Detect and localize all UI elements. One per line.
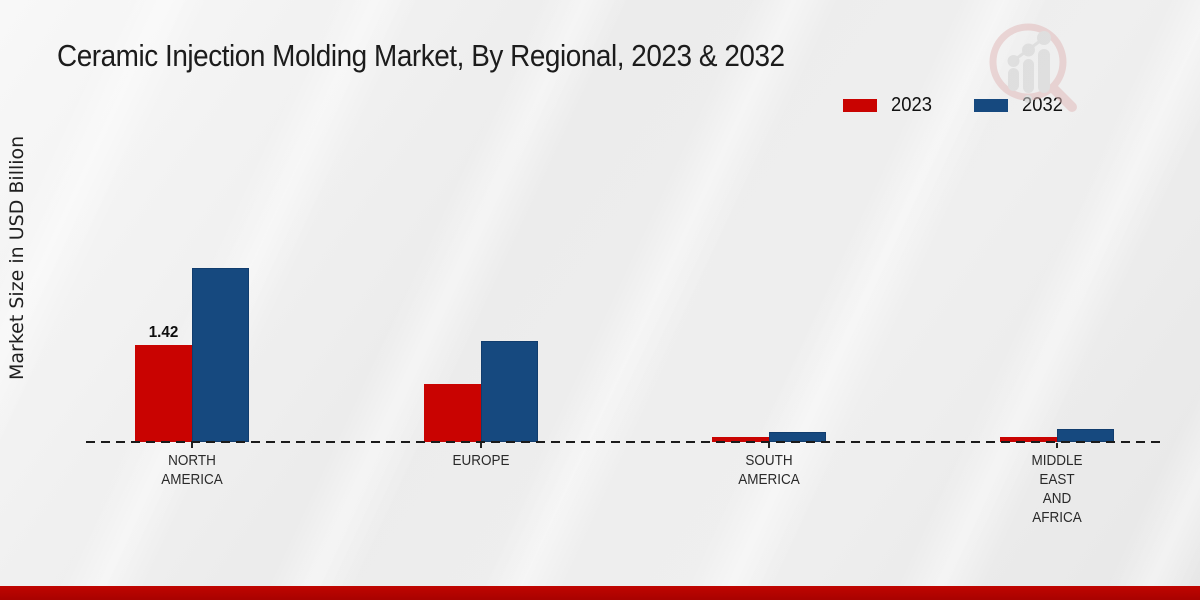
bar-2032-north-america (192, 268, 249, 442)
category-label-north-america: NORTH AMERICA (161, 452, 223, 488)
bar-2032-europe (481, 341, 538, 442)
bar-2023-south-america (712, 437, 769, 442)
legend-swatch-2032 (973, 99, 1008, 112)
category-label-europe: EUROPE (452, 452, 510, 469)
legend-item-2023: 2023 (843, 94, 936, 117)
x-axis-tick (768, 443, 770, 448)
bar-2023-middle-east-and-africa (1000, 437, 1057, 442)
category-label-middle-east-and-africa: MIDDLE EAST AND AFRICA (1031, 452, 1083, 526)
legend-label: 2023 (891, 94, 932, 116)
legend-swatch-2023 (843, 99, 877, 112)
x-axis-tick (191, 443, 193, 448)
chart-title: Ceramic Injection Molding Market, By Reg… (57, 38, 785, 73)
bar-2023-europe (424, 384, 481, 442)
magnifier-bar-chart-logo-icon (982, 20, 1084, 117)
bar-2023-north-america (135, 345, 192, 442)
footer-accent-bar (0, 586, 1200, 600)
x-axis-baseline (86, 441, 1164, 443)
x-axis-tick (1056, 443, 1058, 448)
category-label-south-america: SOUTH AMERICA (738, 452, 800, 488)
x-axis-tick (480, 443, 482, 448)
bar-value-label: 1.42 (148, 324, 179, 341)
